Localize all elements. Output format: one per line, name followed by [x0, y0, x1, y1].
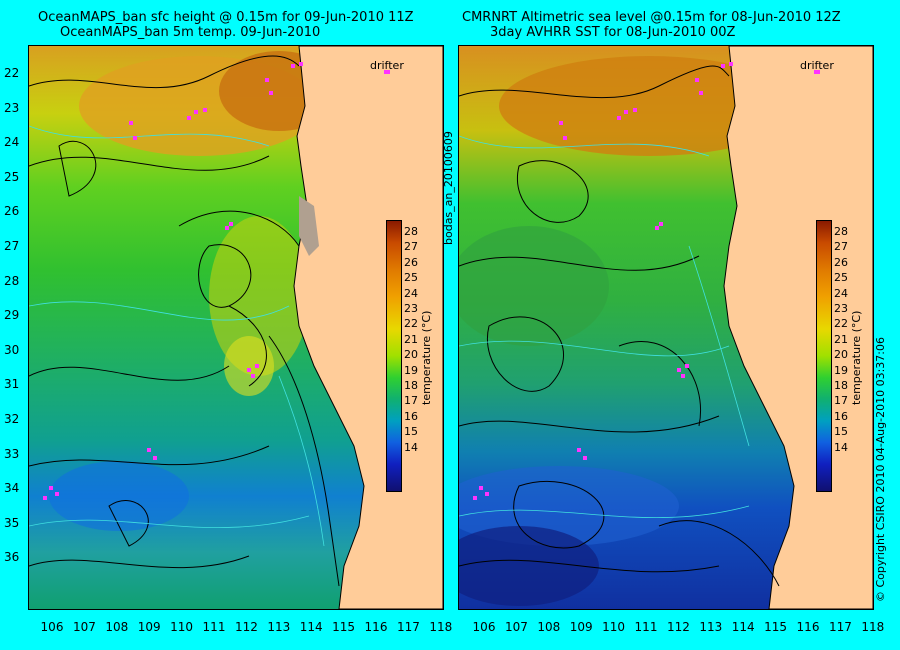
colorbar-tick-label: 25	[404, 271, 418, 285]
left-longitude-label: 112	[234, 620, 258, 634]
latitude-label: 24	[4, 135, 20, 150]
colorbar-tick-label: 20	[404, 348, 418, 362]
left-map-svg	[29, 46, 443, 609]
latitude-label: 25	[4, 169, 20, 184]
copyright-label: © Copyright CSIRO 2010 04-Aug-2010 03:37…	[874, 336, 887, 602]
latitude-label: 31	[4, 377, 20, 392]
latitude-label: 26	[4, 204, 20, 219]
right-longitude-label: 108	[537, 620, 561, 634]
right-drifter-label: drifter	[800, 59, 834, 72]
latitude-label: 30	[4, 342, 20, 357]
latitude-label: 34	[4, 481, 20, 496]
right-title-line1: CMRNRT Altimetric sea level @0.15m for 0…	[462, 10, 841, 25]
left-longitude-label: 107	[72, 620, 96, 634]
left-longitude-label: 108	[105, 620, 129, 634]
right-map-panel	[458, 45, 874, 610]
left-longitude-label: 118	[429, 620, 453, 634]
colorbar-tick-label: 23	[404, 302, 418, 316]
colorbar-tick-label: 18	[404, 379, 418, 393]
run-id-label: bodas_an_20100609	[442, 131, 455, 245]
colorbar-tick-label: 25	[834, 271, 848, 285]
colorbar-tick-label: 28	[404, 225, 418, 238]
colorbar-tick-label: 21	[404, 332, 418, 346]
right-drifter-markers	[473, 62, 733, 500]
colorbar-tick-label: 27	[834, 240, 848, 254]
latitude-label: 27	[4, 239, 20, 253]
right-longitude-label: 118	[861, 620, 885, 634]
left-title-line2: OceanMAPS_ban 5m temp. 09-Jun-2010	[60, 25, 321, 40]
colorbar-tick-label: 22	[834, 317, 848, 331]
left-colorbar	[386, 220, 402, 492]
right-longitude-label: 117	[828, 620, 852, 634]
colorbar-tick-label: 17	[404, 394, 418, 408]
left-longitude-label: 114	[299, 620, 323, 634]
colorbar-tick-label: 16	[404, 409, 418, 423]
left-longitude-label: 111	[202, 620, 226, 634]
colorbar-tick-label: 21	[834, 332, 848, 346]
latitude-label: 28	[4, 273, 20, 288]
colorbar-tick-label: 14	[834, 440, 848, 454]
colorbar-tick-label: 20	[834, 348, 848, 362]
left-longitude-label: 116	[364, 620, 388, 634]
left-title-line1: OceanMAPS_ban sfc height @ 0.15m for 09-…	[38, 10, 414, 25]
left-drifter-legend-marker	[384, 70, 390, 74]
left-longitude-label: 113	[267, 620, 291, 634]
right-colorbar	[816, 220, 832, 492]
left-longitude-label: 109	[137, 620, 161, 634]
right-map-svg	[459, 46, 873, 609]
right-longitude-label: 116	[796, 620, 820, 634]
colorbar-tick-label: 24	[834, 286, 848, 300]
left-drifter-label: drifter	[370, 59, 404, 72]
colorbar-tick-label: 23	[834, 302, 848, 316]
colorbar-tick-label: 14	[404, 440, 418, 454]
latitude-label: 22	[4, 66, 20, 80]
colorbar-tick-label: 22	[404, 317, 418, 331]
right-longitude-label: 113	[699, 620, 723, 634]
left-colorbar-label: temperature (°C)	[420, 310, 433, 405]
left-longitude-label: 106	[40, 620, 64, 634]
latitude-label: 36	[4, 550, 20, 565]
left-map-panel	[28, 45, 444, 610]
left-longitude-label: 117	[396, 620, 420, 634]
left-colorbar-ticks: 28 27 26 25 24 23 22 21 20 19 18 17 16 15 14	[404, 224, 418, 455]
right-longitude-label: 106	[472, 620, 496, 634]
latitude-label: 35	[4, 515, 20, 530]
colorbar-tick-label: 28	[834, 225, 848, 238]
colorbar-tick-label: 17	[834, 394, 848, 408]
latitude-label: 32	[4, 412, 20, 426]
colorbar-tick-label: 27	[404, 240, 418, 254]
colorbar-tick-label: 19	[404, 363, 418, 377]
colorbar-tick-label: 24	[404, 286, 418, 300]
colorbar-tick-label: 15	[404, 425, 418, 439]
left-drifter-markers	[43, 62, 303, 500]
right-longitude-label: 107	[504, 620, 528, 634]
right-longitude-label: 115	[764, 620, 788, 634]
right-longitude-label: 112	[666, 620, 690, 634]
right-colorbar-ticks: 28 27 26 25 24 23 22 21 20 19 18 17 16 15 14	[834, 224, 848, 455]
latitude-label: 29	[4, 308, 20, 323]
right-longitude-label: 109	[569, 620, 593, 634]
right-longitude-label: 111	[634, 620, 658, 634]
right-drifter-legend-marker	[814, 70, 820, 74]
left-longitude-label: 110	[170, 620, 194, 634]
right-title-line2: 3day AVHRR SST for 08-Jun-2010 00Z	[490, 25, 736, 40]
colorbar-tick-label: 26	[834, 255, 848, 269]
colorbar-tick-label: 15	[834, 425, 848, 439]
colorbar-tick-label: 19	[834, 363, 848, 377]
colorbar-tick-label: 16	[834, 409, 848, 423]
right-longitude-label: 114	[731, 620, 755, 634]
colorbar-tick-label: 26	[404, 255, 418, 269]
colorbar-tick-label: 18	[834, 379, 848, 393]
left-longitude-label: 115	[332, 620, 356, 634]
right-longitude-label: 110	[602, 620, 626, 634]
latitude-label: 33	[4, 446, 20, 461]
right-colorbar-label: temperature (°C)	[850, 310, 863, 405]
latitude-label: 23	[4, 100, 20, 115]
